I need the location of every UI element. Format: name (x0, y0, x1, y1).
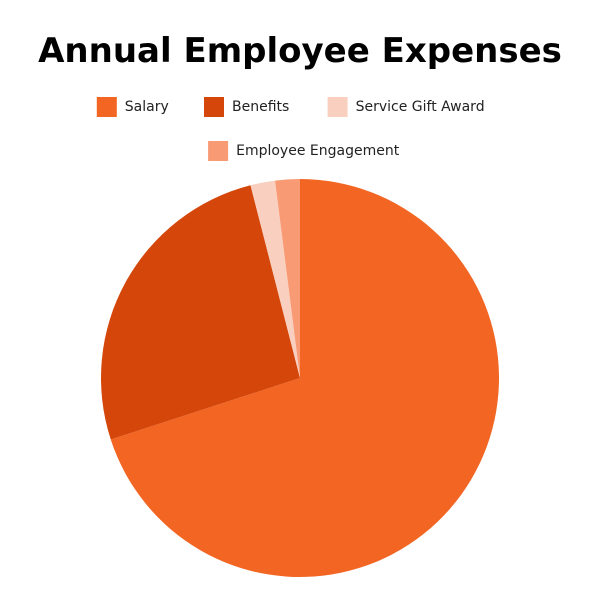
pie-slice (250, 180, 300, 378)
legend-label: Salary (125, 99, 169, 115)
legend-label: Service Gift Award (356, 99, 485, 115)
legend-label: Employee Engagement (236, 143, 400, 159)
pie-slice (275, 179, 300, 378)
legend-swatch (327, 97, 348, 117)
pie-slice (110, 179, 499, 577)
chart-title: Annual Employee Expenses (38, 31, 562, 71)
pie-slice (100, 185, 300, 440)
legend-label: Benefits (232, 99, 289, 115)
legend-swatch (208, 141, 229, 161)
legend-swatch (96, 97, 117, 117)
legend-swatch (204, 97, 224, 117)
